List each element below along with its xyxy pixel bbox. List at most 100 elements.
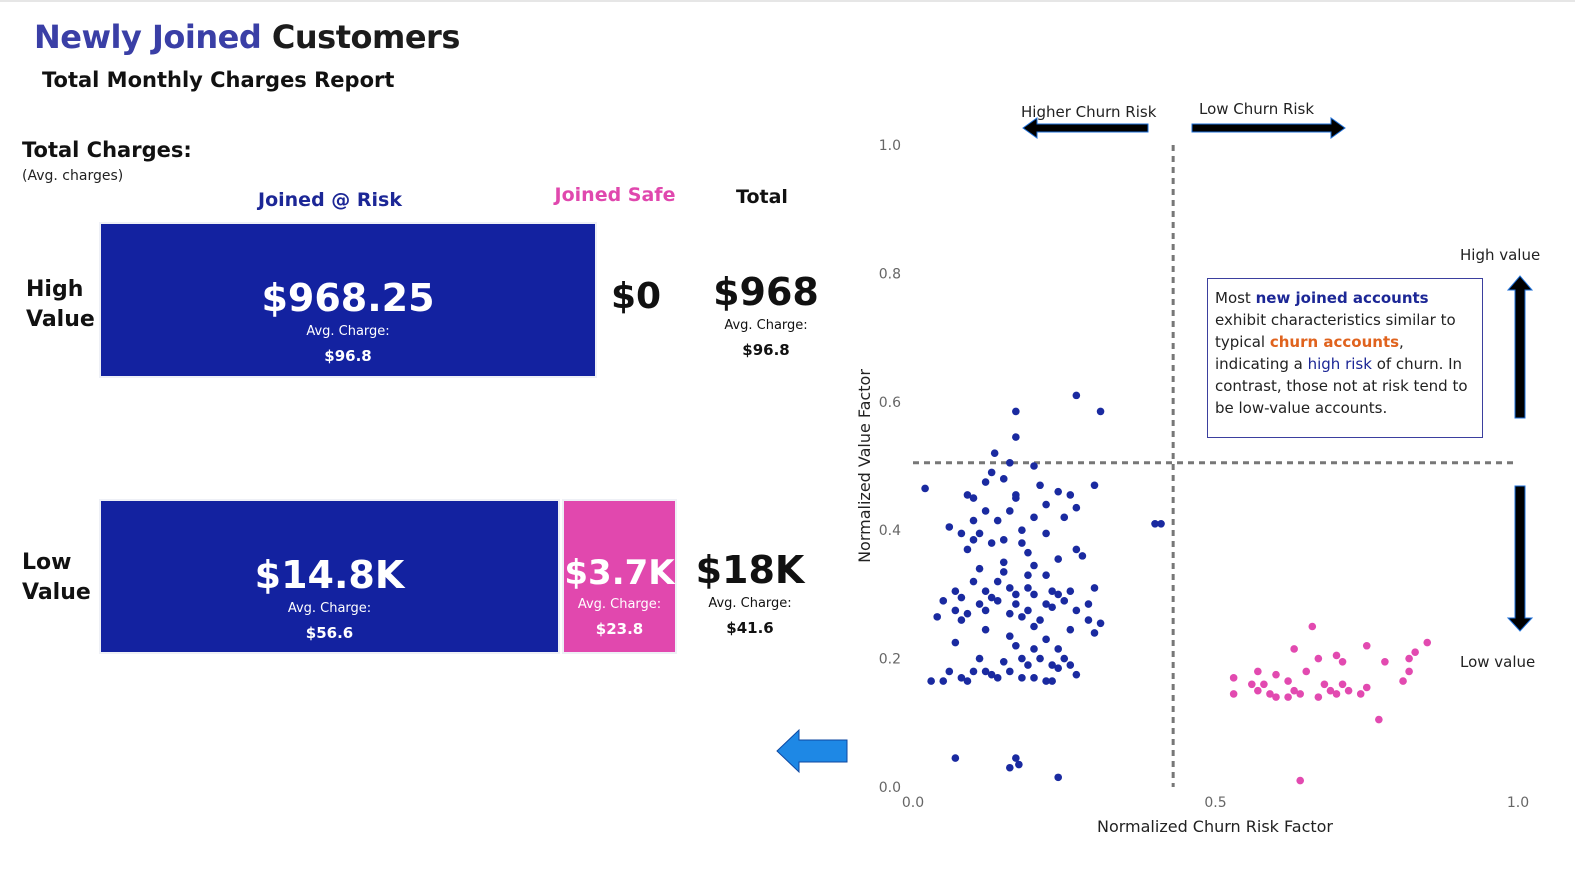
data-point-at-risk[interactable] [993,577,1002,586]
data-point-at-risk[interactable] [1030,622,1038,631]
data-point-safe[interactable] [1362,683,1371,692]
data-point-at-risk[interactable] [969,494,978,502]
data-point-at-risk[interactable] [981,587,990,595]
data-point-at-risk[interactable] [1006,458,1014,467]
data-point-at-risk[interactable] [1030,590,1038,599]
data-point-at-risk[interactable] [1018,613,1026,621]
data-point-at-risk[interactable] [1066,491,1075,499]
data-point-at-risk[interactable] [1012,590,1020,599]
data-point-at-risk[interactable] [1090,481,1099,490]
data-point-at-risk[interactable] [933,613,941,621]
data-point-at-risk[interactable] [1006,609,1014,618]
data-point-at-risk[interactable] [1015,760,1023,769]
data-point-at-risk[interactable] [1151,519,1159,528]
data-point-safe[interactable] [1229,690,1238,698]
data-point-at-risk[interactable] [969,536,978,544]
data-point-at-risk[interactable] [1030,674,1038,682]
data-point-at-risk[interactable] [1036,616,1044,624]
data-point-at-risk[interactable] [963,609,972,618]
data-point-at-risk[interactable] [1060,597,1069,605]
data-point-at-risk[interactable] [1036,654,1044,663]
data-point-at-risk[interactable] [957,674,966,682]
data-point-at-risk[interactable] [975,654,984,663]
data-point-at-risk[interactable] [957,529,966,538]
data-point-safe[interactable] [1314,693,1323,701]
data-point-safe[interactable] [1296,690,1304,698]
data-point-at-risk[interactable] [1024,606,1032,615]
data-point-safe[interactable] [1272,670,1280,679]
data-point-safe[interactable] [1266,690,1274,698]
data-point-at-risk[interactable] [1096,407,1105,416]
data-point-at-risk[interactable] [981,667,990,676]
data-point-safe[interactable] [1248,680,1256,689]
tile-high-value-risk[interactable]: $968.25 Avg. Charge: $96.8 [101,224,595,376]
data-point-at-risk[interactable] [1030,561,1038,570]
data-point-at-risk[interactable] [981,625,990,634]
data-point-at-risk[interactable] [1006,763,1014,772]
data-point-at-risk[interactable] [951,587,960,595]
data-point-at-risk[interactable] [1006,632,1014,640]
data-point-at-risk[interactable] [993,516,1002,525]
data-point-at-risk[interactable] [1030,513,1038,522]
data-point-at-risk[interactable] [1018,539,1026,547]
data-point-at-risk[interactable] [981,478,990,486]
data-point-at-risk[interactable] [921,484,929,493]
data-point-at-risk[interactable] [1012,494,1020,502]
data-point-at-risk[interactable] [969,516,978,525]
data-point-at-risk[interactable] [951,638,960,647]
data-point-at-risk[interactable] [1024,661,1032,669]
data-point-at-risk[interactable] [999,536,1008,544]
data-point-at-risk[interactable] [981,507,990,515]
tile-low-value-risk[interactable]: $14.8K Avg. Charge: $56.6 [101,501,558,652]
data-point-at-risk[interactable] [1066,661,1075,669]
data-point-at-risk[interactable] [1078,552,1087,560]
data-point-at-risk[interactable] [1072,545,1081,554]
data-point-safe[interactable] [1296,776,1304,785]
data-point-safe[interactable] [1254,667,1262,676]
data-point-at-risk[interactable] [975,600,984,608]
data-point-at-risk[interactable] [1012,754,1020,762]
data-point-at-risk[interactable] [1096,619,1105,628]
data-point-at-risk[interactable] [1066,587,1075,595]
data-point-at-risk[interactable] [1036,481,1044,490]
data-point-at-risk[interactable] [975,564,984,573]
data-point-at-risk[interactable] [1012,641,1020,650]
data-point-safe[interactable] [1320,680,1329,689]
data-point-at-risk[interactable] [1060,513,1069,522]
data-point-at-risk[interactable] [1006,584,1014,592]
data-point-at-risk[interactable] [969,667,978,676]
tile-low-value-safe[interactable]: $3.7K Avg. Charge: $23.8 [564,501,675,652]
data-point-safe[interactable] [1338,658,1347,666]
data-point-at-risk[interactable] [1012,433,1020,441]
data-point-at-risk[interactable] [1042,500,1050,509]
data-point-at-risk[interactable] [1084,616,1093,624]
data-point-safe[interactable] [1356,690,1365,698]
data-point-at-risk[interactable] [1042,571,1050,579]
data-point-at-risk[interactable] [1012,407,1020,416]
data-point-at-risk[interactable] [1024,548,1032,557]
data-point-safe[interactable] [1344,686,1353,695]
data-point-at-risk[interactable] [1048,677,1056,685]
data-point-safe[interactable] [1423,638,1432,647]
data-point-at-risk[interactable] [945,523,954,531]
data-point-safe[interactable] [1405,654,1413,663]
data-point-at-risk[interactable] [1048,603,1056,612]
data-point-at-risk[interactable] [987,670,996,679]
data-point-at-risk[interactable] [993,674,1002,682]
data-point-safe[interactable] [1284,693,1292,701]
data-point-safe[interactable] [1290,686,1298,695]
data-point-at-risk[interactable] [1072,503,1081,512]
back-arrow-icon[interactable] [775,728,849,778]
data-point-at-risk[interactable] [1018,654,1026,663]
data-point-at-risk[interactable] [1090,629,1099,637]
data-point-at-risk[interactable] [1042,635,1050,644]
data-point-safe[interactable] [1254,686,1262,695]
data-point-at-risk[interactable] [987,539,996,547]
data-point-safe[interactable] [1332,690,1341,698]
data-point-at-risk[interactable] [1048,661,1056,669]
data-point-at-risk[interactable] [1048,587,1056,595]
data-point-at-risk[interactable] [1072,670,1081,679]
data-point-at-risk[interactable] [981,606,990,615]
data-point-at-risk[interactable] [1054,555,1062,563]
data-point-safe[interactable] [1375,715,1383,724]
